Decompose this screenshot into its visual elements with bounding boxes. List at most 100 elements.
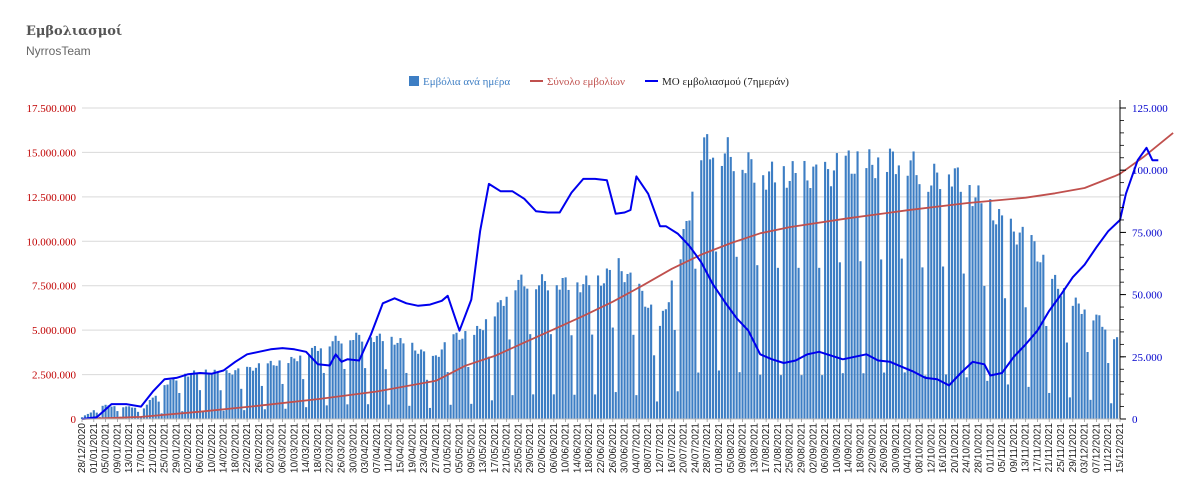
bar [638,283,641,419]
bar [481,330,485,419]
bar [243,410,246,419]
x-tick-label: 17/08/2021 [761,423,772,473]
bar [1042,254,1045,419]
bar [484,319,488,419]
bar [473,334,476,419]
bar [446,372,449,419]
bar [502,305,505,419]
bar [874,178,877,419]
bar [762,175,765,419]
bar [384,369,387,419]
bar [145,404,148,419]
bar [703,137,706,419]
bar [726,137,729,419]
bar [532,394,535,419]
bar [116,411,119,419]
bar [558,289,561,419]
bar [685,220,688,419]
x-tick-label: 10/06/2021 [561,423,572,473]
bar [679,259,682,419]
bar [779,375,782,419]
bar [906,175,909,419]
bar [499,300,502,419]
bar [399,338,402,419]
bar [411,342,414,419]
bar [490,400,493,419]
bar [936,172,939,419]
bar [142,408,145,419]
bar [476,325,479,419]
bar [632,334,635,419]
chart-subtitle: NyrrosTeam [26,44,91,58]
bar [148,399,151,419]
bar [520,274,523,419]
bar [676,391,679,419]
x-tick-label: 21/11/2021 [1044,423,1055,473]
bar [343,368,346,419]
bar [1074,297,1077,419]
bar [355,332,358,419]
x-tick-label: 29/08/2021 [797,423,808,473]
bar [582,284,585,419]
bar [697,372,700,419]
bar [1115,337,1119,419]
x-tick-label: 24/10/2021 [962,423,973,473]
bar [83,415,87,419]
bar [449,404,452,419]
bar [299,355,302,419]
bar [1012,231,1015,419]
x-tick-label: 06/02/2021 [195,423,206,473]
bar [868,149,871,419]
bar [328,346,331,419]
x-tick-label: 14/03/2021 [301,423,312,473]
x-tick-label: 18/02/2021 [230,423,241,473]
bar [1107,363,1110,419]
x-tick-label: 17/01/2021 [136,423,147,473]
bar [281,383,284,419]
bar [319,348,322,419]
bar [986,380,989,419]
bar [381,341,384,419]
y-left-tick-label: 5.000.000 [32,325,77,337]
bar [655,401,659,419]
bar [894,174,897,419]
bar [838,262,841,419]
chart-title: Εμβολιασμοί [26,24,123,39]
bar [302,379,305,419]
bar [744,173,747,419]
bar [959,191,962,419]
bar [670,280,673,419]
bar [249,367,252,419]
bar [467,366,470,419]
bar [753,182,756,419]
bar [290,356,293,419]
x-tick-label: 01/01/2021 [89,423,100,473]
bar [974,197,977,419]
bar [325,405,328,419]
bar [549,334,552,419]
x-tick-label: 30/09/2021 [891,423,902,473]
y-left-tick-label: 10.000.000 [27,236,77,248]
bar [844,155,847,419]
x-tick-label: 16/07/2021 [667,423,678,473]
bar [709,159,712,419]
y-left-tick-label: 15.000.000 [27,147,77,159]
legend-label-bars: Εμβόλια ανά ημέρα [423,76,510,88]
bar [626,273,629,419]
bar [950,186,953,419]
bar [122,407,125,419]
bar [110,406,113,419]
x-tick-label: 01/05/2021 [443,423,454,473]
bar [470,403,473,419]
bar [125,406,128,419]
bar [372,342,375,419]
bar [827,169,830,419]
bar [508,339,511,419]
bar [700,160,703,419]
bar [956,167,959,419]
bar [154,395,157,419]
bar [927,191,930,419]
bar [131,407,134,419]
bar [729,156,732,419]
